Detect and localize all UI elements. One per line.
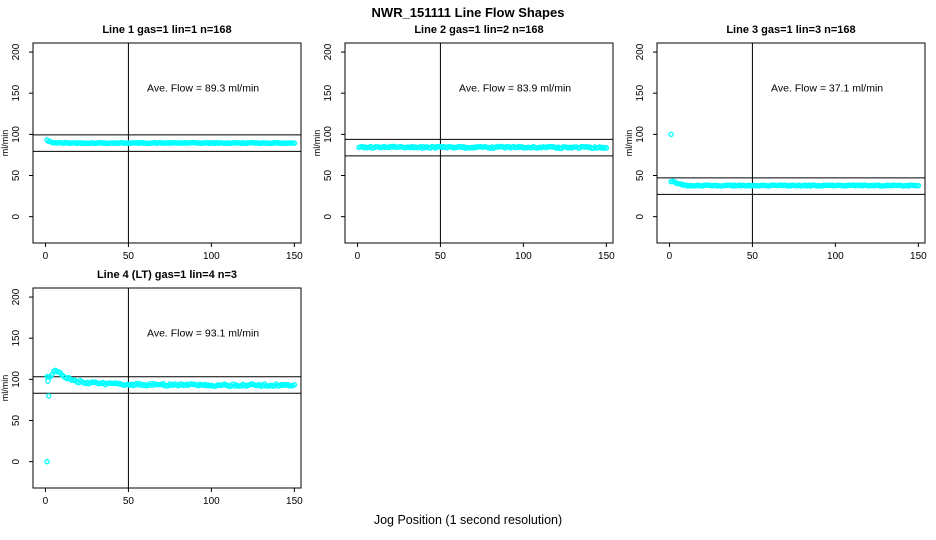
y-tick-label: 150 [11, 84, 22, 101]
y-tick-label: 50 [11, 415, 22, 427]
y-tick-label: 0 [11, 458, 22, 464]
data-points [44, 367, 298, 465]
x-tick-label: 50 [435, 251, 447, 262]
y-tick-label: 150 [11, 329, 22, 346]
panel-line-1: Line 1 gas=1 lin=1 n=168 0 50 100 150 0 50 100 1… [0, 18, 312, 268]
y-tick-label: 100 [323, 126, 334, 143]
y-tick-label: 0 [323, 213, 334, 219]
data-point [46, 393, 52, 399]
line-2-chart: Line 2 gas=1 lin=2 n=168 0 50 100 150 0 50 100 1… [312, 24, 615, 262]
y-tick-label: 50 [635, 170, 646, 182]
y-axis-label: ml/min [312, 130, 322, 157]
data-point [603, 145, 610, 151]
x-tick-label: 0 [43, 251, 49, 262]
line-3-chart: Line 3 gas=1 lin=3 n=168 0 50 100 150 0 50 100 1… [624, 24, 927, 262]
x-tick-label: 100 [203, 496, 220, 507]
plot-box [656, 42, 926, 244]
x-tick-label: 50 [123, 251, 135, 262]
y-tick-label: 200 [323, 43, 334, 60]
x-tick-label: 150 [910, 251, 927, 262]
y-tick-label: 100 [635, 126, 646, 143]
x-tick-label: 50 [747, 251, 759, 262]
panel-title: Line 4 (LT) gas=1 lin=4 n=3 [97, 269, 237, 281]
x-axis-label: Jog Position (1 second resolution) [373, 513, 563, 527]
y-tick-label: 0 [11, 213, 22, 219]
x-tick-label: 50 [123, 496, 135, 507]
line-1-chart: Line 1 gas=1 lin=1 n=168 0 50 100 150 0 50 100 1… [0, 24, 303, 262]
y-tick-label: 100 [11, 371, 22, 388]
x-tick-label: 100 [827, 251, 844, 262]
y-tick-label: 50 [323, 170, 334, 182]
ave-flow-annotation: Ave. Flow = 83.9 ml/min [459, 83, 571, 95]
plot-box [344, 42, 614, 244]
data-point [915, 182, 922, 189]
panel-line-2: Line 2 gas=1 lin=2 n=168 0 50 100 150 0 50 100 1… [312, 18, 624, 268]
y-axis-label: ml/min [624, 130, 634, 157]
x-tick-label: 100 [515, 251, 532, 262]
line-4-chart: Line 4 (LT) gas=1 lin=4 n=3 0 50 100 150 0 50 1… [0, 269, 303, 507]
y-axis-label: ml/min [0, 375, 10, 402]
y-tick-label: 0 [635, 213, 646, 219]
y-tick-label: 200 [635, 43, 646, 60]
x-tick-label: 150 [286, 496, 303, 507]
ave-flow-annotation: Ave. Flow = 93.1 ml/min [147, 328, 259, 340]
y-tick-label: 100 [11, 126, 22, 143]
x-tick-label: 0 [43, 496, 49, 507]
ave-flow-annotation: Ave. Flow = 89.3 ml/min [147, 83, 259, 95]
y-tick-label: 50 [11, 170, 22, 182]
x-tick-label: 100 [203, 251, 220, 262]
page-title: NWR_151111 Line Flow Shapes [371, 5, 565, 20]
y-tick-label: 200 [11, 43, 22, 60]
panel-title: Line 1 gas=1 lin=1 n=168 [102, 24, 231, 36]
data-point [44, 458, 50, 465]
x-tick-label: 0 [355, 251, 361, 262]
data-point [668, 131, 674, 138]
data-points [668, 131, 922, 189]
x-tick-label: 150 [598, 251, 615, 262]
y-tick-label: 200 [11, 288, 22, 305]
panel-line-4: Line 4 (LT) gas=1 lin=4 n=3 0 50 100 150 0 50 1… [0, 263, 312, 513]
y-axis-label: ml/min [0, 130, 10, 157]
plot-box [32, 42, 302, 244]
plot-box [32, 287, 302, 489]
panel-title: Line 3 gas=1 lin=3 n=168 [726, 24, 855, 36]
panel-line-3: Line 3 gas=1 lin=3 n=168 0 50 100 150 0 50 100 1… [624, 18, 936, 268]
panel-title: Line 2 gas=1 lin=2 n=168 [414, 24, 543, 36]
y-tick-label: 150 [635, 84, 646, 101]
y-tick-label: 150 [323, 84, 334, 101]
x-tick-label: 150 [286, 251, 303, 262]
ave-flow-annotation: Ave. Flow = 37.1 ml/min [771, 83, 883, 95]
data-point [291, 140, 298, 146]
data-point [291, 382, 298, 388]
data-points [356, 143, 610, 152]
x-tick-label: 0 [667, 251, 673, 262]
data-points [44, 137, 298, 147]
